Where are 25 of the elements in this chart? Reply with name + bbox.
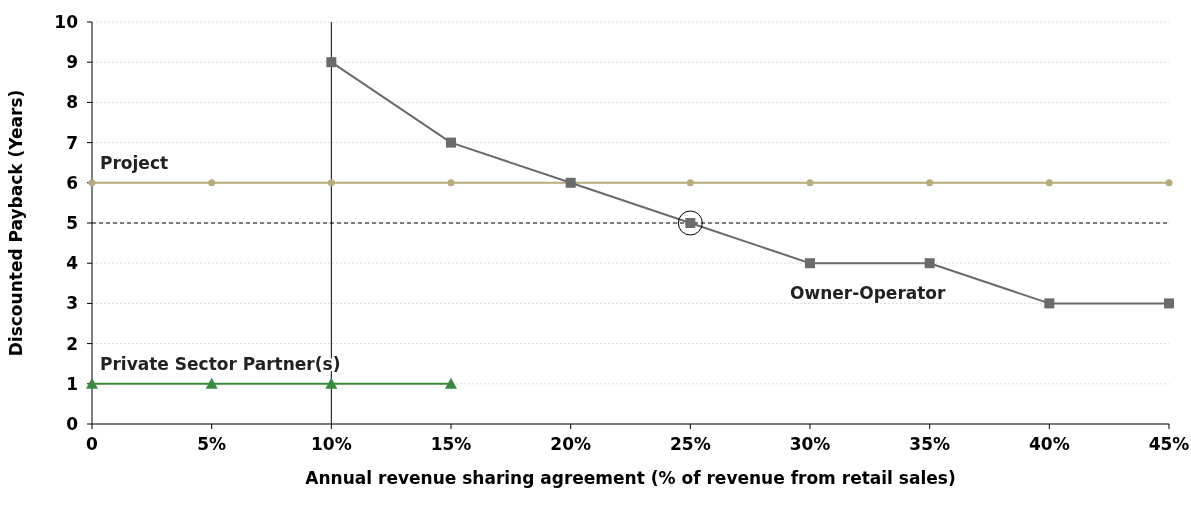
x-tick-label: 20%	[550, 434, 592, 454]
y-tick-label: 10	[54, 11, 79, 32]
y-tick-label: 2	[66, 333, 78, 354]
x-tick-label: 10%	[310, 434, 352, 454]
x-tick-label: 30%	[789, 434, 831, 454]
y-tick-label: 7	[66, 132, 78, 153]
y-tick-label: 9	[66, 52, 78, 73]
y-tick-label: 6	[66, 172, 78, 193]
x-axis-title: Annual revenue sharing agreement (% of revenue from retail sales)	[305, 468, 956, 488]
y-tick-label: 4	[66, 253, 79, 274]
x-tick-label: 35%	[909, 434, 951, 454]
x-tick-label: 15%	[430, 434, 472, 454]
x-tick-label: 40%	[1028, 434, 1070, 454]
x-tick-label: 45%	[1148, 434, 1190, 454]
series-label: Project	[100, 152, 169, 173]
y-tick-label: 1	[66, 373, 78, 394]
y-tick-label: 0	[66, 413, 79, 434]
series-label: Owner-Operator	[790, 283, 947, 304]
x-tick-label: 25%	[669, 434, 711, 454]
y-tick-label: 5	[66, 212, 78, 233]
y-axis-title: Discounted Payback (Years)	[6, 89, 26, 357]
y-tick-label: 3	[66, 293, 78, 314]
x-tick-label: 5%	[197, 434, 227, 454]
x-tick-label: 0	[86, 434, 99, 454]
y-tick-label: 8	[66, 92, 78, 113]
